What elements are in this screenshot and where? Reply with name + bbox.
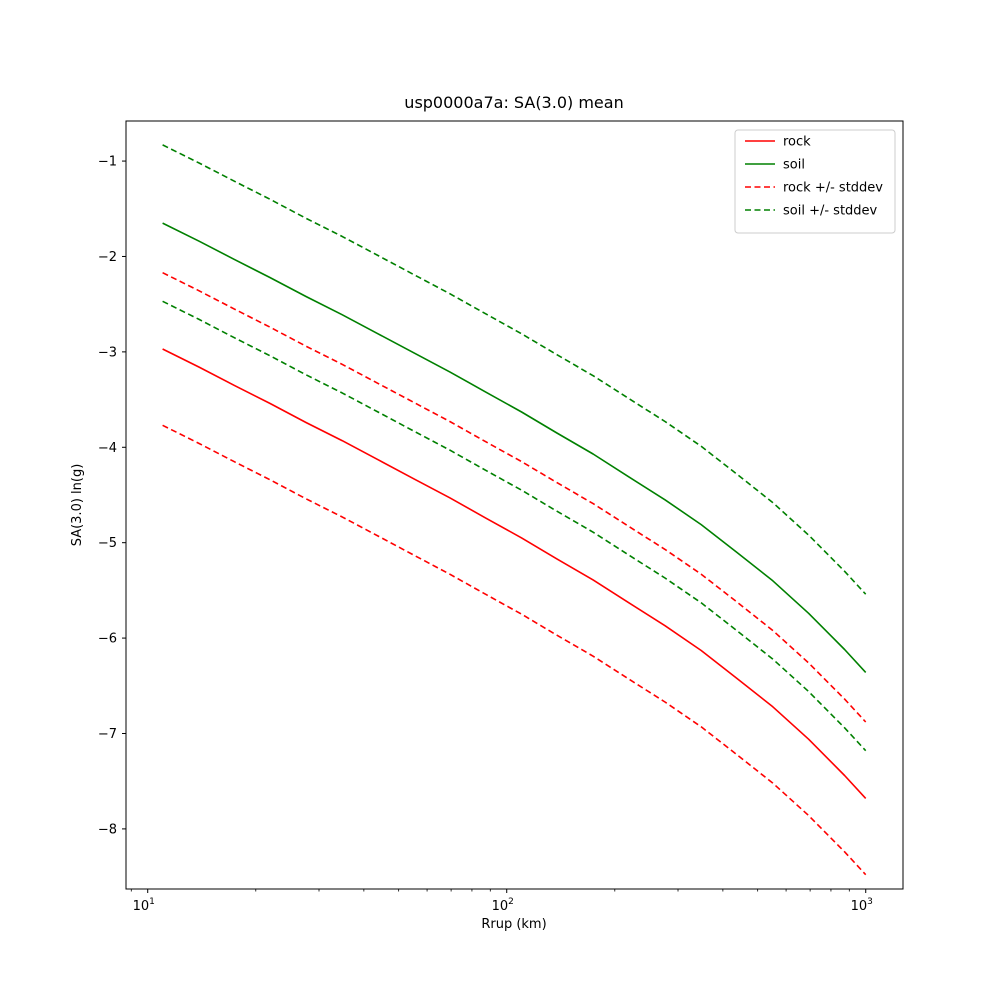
legend-label-rock: rock [783, 135, 811, 150]
x-tick-label: 102 [492, 897, 514, 914]
x-tick-label: 101 [133, 897, 155, 914]
y-tick-label: −5 [98, 536, 117, 551]
y-tick-label: −8 [98, 822, 117, 837]
legend-label-soil: soil [783, 158, 805, 173]
plot-area: −8 −7 −6 −5 −4 −3 −2 −1 101 102 103 rock soil rock +/… [98, 120, 904, 914]
series-line-rock [162, 348, 867, 799]
legend-label-rock-stddev: rock +/- stddev [783, 181, 883, 196]
y-tick-label: −2 [98, 250, 117, 265]
legend-label-soil-stddev: soil +/- stddev [783, 204, 878, 219]
series-line-soil [162, 222, 867, 673]
y-tick-label: −7 [98, 727, 117, 742]
x-tick-label: 103 [851, 897, 873, 914]
y-tick-label: −4 [98, 441, 117, 456]
y-tick-label: −1 [98, 155, 117, 170]
y-tick-label: −6 [98, 632, 117, 647]
x-axis-label: Rrup (km) [481, 917, 546, 932]
series-line-rock-stddev-plus [162, 271, 867, 723]
legend-box [734, 129, 896, 234]
series-line-soil-stddev-minus [162, 300, 867, 752]
series-line-soil-stddev-plus [162, 144, 867, 595]
y-tick-label: −3 [98, 345, 117, 360]
chart-title: usp0000a7a: SA(3.0) mean [404, 93, 623, 112]
y-axis-label: SA(3.0) ln(g) [70, 464, 85, 547]
axes-frame [125, 120, 904, 890]
series-line-rock-stddev-minus [162, 424, 867, 876]
